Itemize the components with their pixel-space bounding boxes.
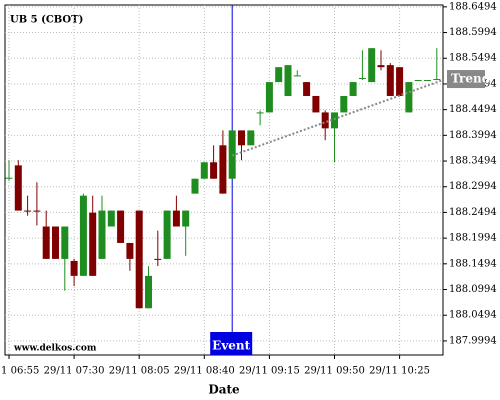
x-tick-label: 29/11 10:25 [369, 366, 430, 377]
candle-body [61, 226, 69, 259]
y-tick-label: 188.0494 [449, 310, 497, 321]
candle-body [42, 226, 50, 259]
x-tick-label: 29/11 06:55 [0, 366, 39, 377]
candle-body [5, 177, 13, 179]
x-tick-label: 29/11 07:30 [44, 366, 105, 377]
y-tick-label: 188.1994 [449, 233, 497, 244]
candle-body [414, 80, 422, 82]
y-tick-label: 188.3494 [449, 156, 497, 167]
candle-body [349, 82, 357, 96]
candle-body [424, 80, 431, 82]
trend-box [447, 70, 485, 89]
candle-body [284, 65, 292, 96]
watermark: www.delkos.com [13, 344, 97, 354]
candle-body [219, 145, 227, 194]
candle-body [247, 130, 255, 146]
x-tick-label: 29/11 09:15 [239, 366, 300, 377]
candle-body [163, 210, 171, 259]
candle-body [98, 210, 106, 259]
candle-body [265, 82, 273, 113]
candle-body [377, 65, 385, 68]
candle-body [256, 112, 264, 114]
candle-body [340, 95, 348, 113]
trend-label: Trend [451, 72, 491, 86]
candle-body [293, 75, 301, 77]
y-tick-label: 187.9994 [449, 335, 497, 346]
candle-body [396, 67, 404, 96]
y-tick-label: 188.2494 [449, 207, 497, 218]
candle-body [238, 130, 245, 146]
candle-body [200, 162, 208, 179]
candle-body [368, 48, 376, 83]
x-tick-label: 29/11 08:40 [174, 366, 235, 377]
candle-body [433, 79, 441, 81]
candle-body [52, 226, 59, 259]
y-tick-label: 188.2994 [449, 181, 497, 192]
candle-body [405, 82, 413, 113]
candle-body [386, 65, 394, 96]
x-tick-label: 29/11 08:05 [109, 366, 170, 377]
candle-body [182, 210, 190, 227]
candle-body [275, 67, 283, 83]
y-tick-label: 188.4494 [449, 104, 497, 115]
y-tick-label: 188.3994 [449, 130, 497, 141]
candle-body [89, 212, 97, 276]
candle-body [33, 210, 41, 212]
candle-body [126, 242, 134, 259]
candle-body [210, 162, 218, 179]
y-tick-label: 188.0994 [449, 284, 497, 295]
candle-body [191, 178, 199, 194]
candle-body [331, 112, 338, 129]
x-tick-label: 29/11 09:50 [304, 366, 365, 377]
candle-body [135, 210, 143, 309]
y-tick-label: 188.6494 [449, 1, 497, 12]
candle-body [107, 210, 115, 227]
x-axis-label: Date [208, 383, 240, 397]
event-label: Event [212, 339, 250, 353]
y-tick-label: 188.5494 [449, 53, 497, 64]
candle-body [303, 82, 311, 96]
y-tick-label: 188.1494 [449, 258, 497, 269]
y-tick-label: 188.5994 [449, 27, 497, 38]
candle-body [79, 195, 87, 276]
candle-body [321, 112, 329, 129]
candle-body [24, 210, 32, 212]
candle-body [358, 77, 366, 79]
trend-line [231, 79, 444, 157]
chart-title: UB 5 (CBOT) [10, 15, 83, 26]
candle-body [154, 258, 162, 260]
candle-body [70, 260, 78, 276]
candle-body [117, 210, 125, 243]
candle-body [172, 210, 180, 227]
candle-body [312, 95, 320, 113]
candle-body [14, 165, 22, 211]
event-box [210, 332, 253, 355]
candle-body [145, 275, 152, 309]
